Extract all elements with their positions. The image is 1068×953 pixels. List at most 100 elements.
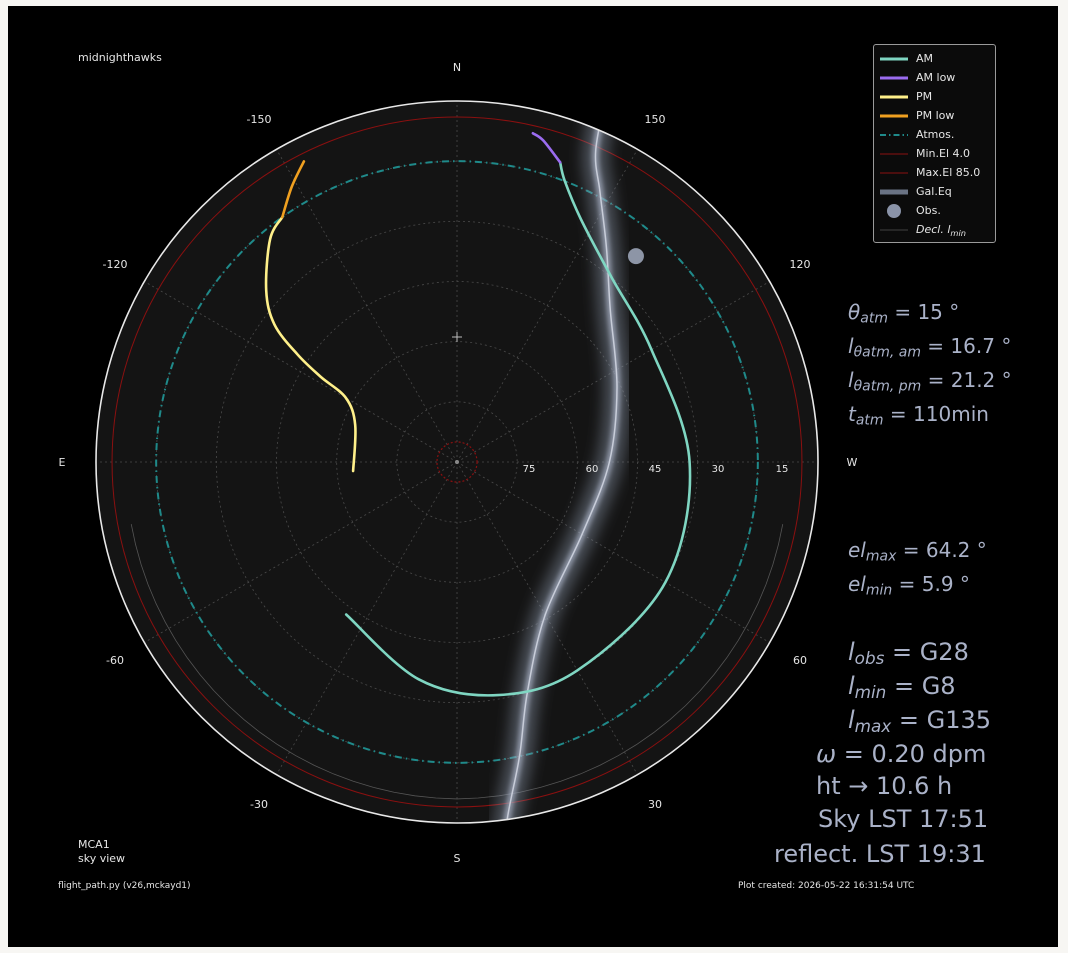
stat-el-max: elmax = 64.2 ° (848, 538, 987, 565)
stat-value: = G28 (884, 638, 969, 666)
stat-value: = 16.7 ° (920, 334, 1012, 358)
legend-key-pm (880, 95, 908, 99)
stat-sub: max (854, 716, 892, 737)
legend-label: PM low (916, 109, 955, 122)
map-view-label: sky view (78, 852, 126, 865)
legend-entry-atmos: Atmos. (874, 126, 995, 144)
stat-l-obs: lobs = G28 (848, 638, 969, 668)
stat-t-atm: tatm = 110min (848, 402, 989, 429)
legend-key-atmos (880, 134, 908, 136)
legend-label: Gal.Eq (916, 185, 952, 198)
outer-rim (95, 100, 819, 824)
stat-sub: θatm, am (853, 344, 921, 361)
legend-entry-min-el: Min.El 4.0 (874, 145, 995, 163)
stat-sub: obs (854, 648, 885, 669)
stat-sub: atm (855, 412, 884, 429)
legend-key-gal-eq (880, 189, 908, 195)
stat-name: ω (816, 740, 837, 768)
radial-tick-label: 30 (712, 464, 725, 475)
angle-tick-label: 30 (648, 798, 662, 811)
stat-sub: atm (860, 310, 888, 327)
legend-key-max-el (880, 172, 908, 174)
angle-tick-label: -30 (250, 798, 268, 811)
galactic-equator-line (500, 101, 618, 823)
angle-tick-label: -150 (247, 113, 272, 126)
stat-value: = 0.20 dpm (836, 740, 987, 768)
stat-value: = 21.2 ° (921, 368, 1012, 392)
min-elevation-circle (111, 116, 803, 808)
stat-name: l (848, 334, 854, 358)
cardinal-w: W (847, 456, 858, 469)
legend-key-decl-limit (880, 229, 908, 231)
script-label: flight_path.py (v26,mckayd1) (58, 881, 191, 891)
track-pm-low (281, 160, 306, 219)
declination-limit-arc (130, 524, 784, 800)
legend-key-pm-low (880, 114, 908, 118)
stat-l-atm-pm: lθatm, pm = 21.2 ° (848, 368, 1012, 395)
zenith-marker (452, 332, 462, 342)
legend-entry-gal-eq: Gal.Eq (874, 183, 995, 201)
legend-entry-pm-low: PM low (874, 107, 995, 125)
track-am (344, 161, 692, 697)
legend-label: PM (916, 90, 933, 103)
legend-label: Obs. (916, 204, 941, 217)
radial-tick-label: 60 (586, 464, 599, 475)
azimuth-grid-spoke (456, 461, 770, 643)
stat-name: θ (848, 300, 861, 324)
stat-name: l (848, 638, 855, 666)
angle-tick-label: 60 (793, 654, 807, 667)
legend-entry-am-low: AM low (874, 69, 995, 87)
chart-legend: AM AM low PM PM low Atmos. Min.El 4.0 Ma… (873, 44, 996, 243)
stat-name: l (848, 672, 855, 700)
legend-key-min-el (880, 153, 908, 155)
stat-value: = G8 (886, 672, 956, 700)
legend-entry-am: AM (874, 50, 995, 68)
azimuth-grid-spoke (144, 281, 458, 463)
stat-value: = 110min (883, 402, 989, 426)
stat-name: l (848, 706, 855, 734)
stat-value: = 5.9 ° (892, 572, 970, 596)
stat-sub: min (854, 682, 887, 703)
atmosphere-circle (155, 160, 759, 764)
decl-prefix: Decl. (916, 223, 948, 236)
stat-name: el (848, 572, 866, 596)
map-name-label: MCA1 (78, 838, 110, 851)
legend-entry-obs: Obs. (874, 202, 995, 220)
stat-name: el (848, 538, 866, 562)
stat-omega: ω = 0.20 dpm (816, 740, 986, 768)
radial-tick-label: 45 (649, 464, 662, 475)
angle-tick-label: 150 (645, 113, 666, 126)
legend-label: AM low (916, 71, 956, 84)
observer-marker (627, 248, 644, 265)
zenith-dot (455, 460, 459, 464)
track-am-low (531, 132, 562, 164)
legend-key-am-low (880, 76, 908, 80)
stat-name: t (848, 402, 856, 426)
radial-tick-label: 15 (776, 464, 789, 475)
stat-l-atm-am: lθatm, am = 16.7 ° (848, 334, 1011, 361)
stat-theta-atm: θatm = 15 ° (848, 300, 959, 327)
stat-sub: min (865, 582, 893, 599)
legend-entry-decl-limit: Decl. lmin (874, 221, 995, 239)
stat-l-min: lmin = G8 (848, 672, 956, 702)
legend-entry-pm: PM (874, 88, 995, 106)
stat-l-max: lmax = G135 (848, 706, 991, 736)
legend-key-am (880, 57, 908, 61)
max-elevation-circle (436, 441, 478, 483)
legend-label: Atmos. (916, 128, 955, 141)
cardinal-e: E (59, 456, 66, 469)
stat-sky-lst: Sky LST 17:51 (818, 805, 989, 833)
radial-tick-label: 75 (523, 464, 536, 475)
stat-sub: max (865, 548, 897, 565)
legend-label: Min.El 4.0 (916, 147, 971, 160)
stat-ht: ht → 10.6 h (816, 772, 953, 800)
legend-label: Max.El 85.0 (916, 166, 981, 179)
stat-value: = G135 (891, 706, 992, 734)
decl-sub: min (950, 228, 966, 239)
stat-el-min: elmin = 5.9 ° (848, 572, 970, 599)
legend-label: Decl. lmin (916, 223, 966, 238)
stat-name: l (848, 368, 854, 392)
legend-key-obs (887, 204, 901, 218)
stat-value: = 15 ° (887, 300, 960, 324)
